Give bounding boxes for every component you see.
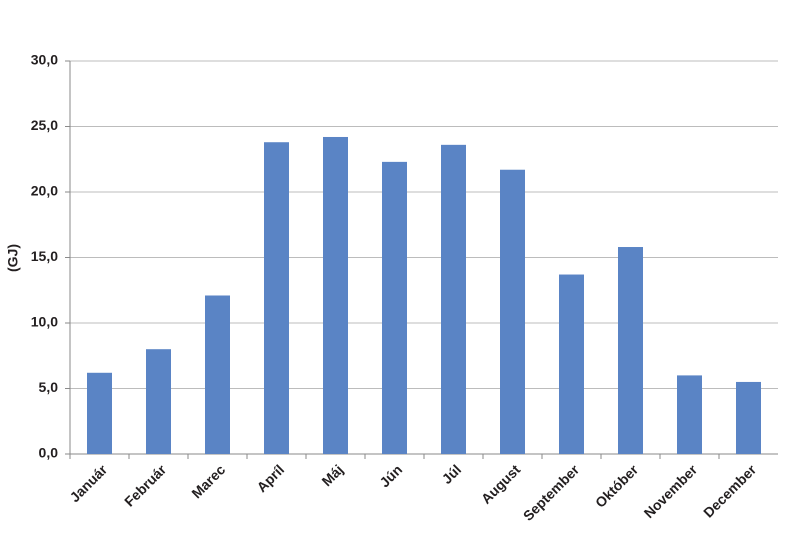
y-tick-label: 5,0	[39, 379, 59, 395]
bar	[677, 375, 702, 454]
x-tick-label: Máj	[318, 461, 346, 489]
bar	[618, 247, 643, 454]
x-tick-label: August	[478, 461, 524, 507]
x-tick-label: December	[700, 461, 760, 521]
y-tick-label: 15,0	[31, 248, 58, 264]
x-tick-label: Apríl	[253, 461, 287, 495]
bar	[736, 381, 761, 454]
x-tick-label: Júl	[439, 461, 465, 487]
x-tick-label: Február	[121, 461, 170, 510]
x-tick-label: September	[520, 461, 583, 524]
y-tick-label: 25,0	[31, 117, 58, 133]
bar	[264, 142, 289, 454]
x-tick-label: Marec	[188, 461, 228, 501]
x-tick-label: Jún	[376, 461, 405, 490]
bar	[323, 136, 348, 455]
bar	[87, 372, 112, 454]
y-tick-label: 0,0	[39, 445, 59, 461]
bar	[500, 169, 525, 455]
x-tick-label: Január	[66, 461, 110, 505]
y-axis-label: (GJ)	[5, 244, 21, 272]
x-tick-label: Október	[592, 461, 642, 511]
bar	[205, 295, 230, 454]
bar	[559, 274, 584, 454]
y-tick-label: 30,0	[31, 52, 58, 68]
y-tick-label: 10,0	[31, 314, 58, 330]
bar	[146, 349, 171, 454]
x-tick-label: November	[641, 461, 701, 521]
y-tick-label: 20,0	[31, 183, 58, 199]
bar	[441, 144, 466, 454]
bar	[382, 161, 407, 454]
